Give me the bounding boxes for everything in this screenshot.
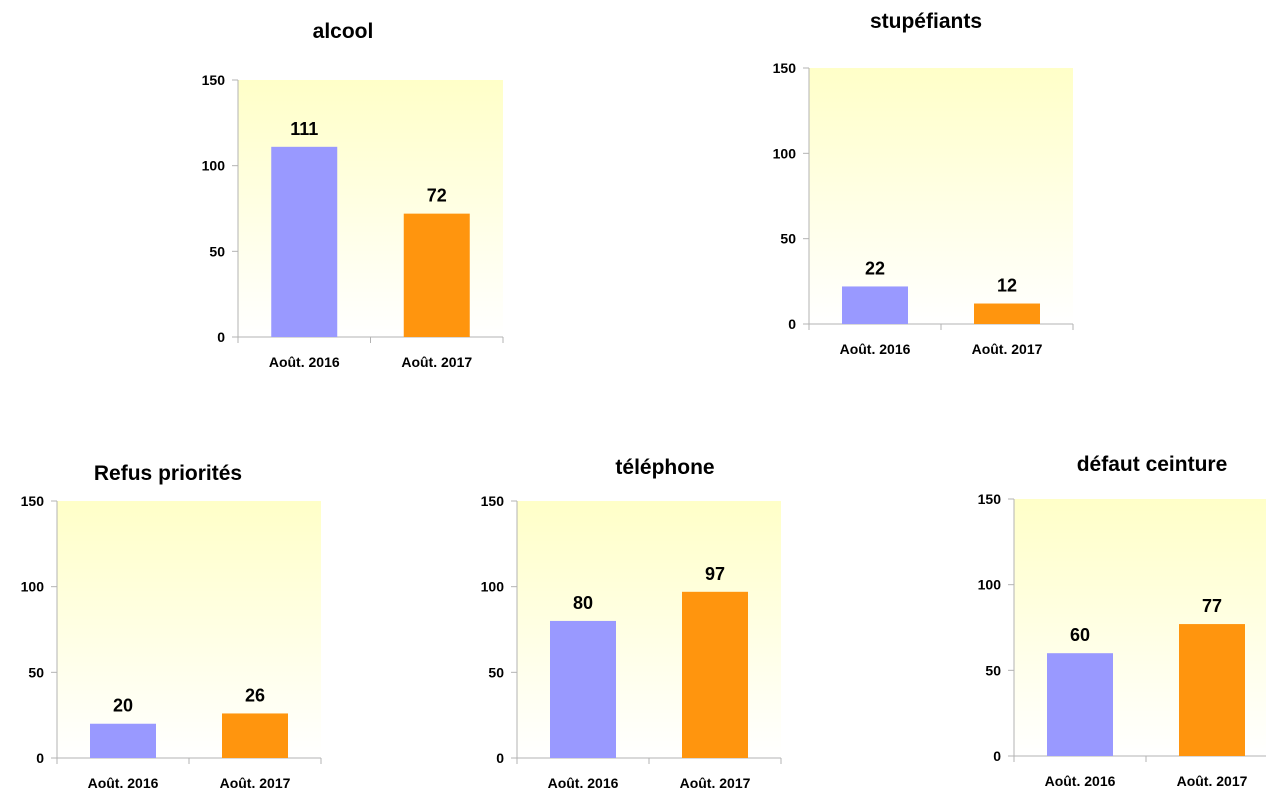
bar (90, 723, 156, 758)
data-label: 60 (1070, 625, 1090, 645)
bar (974, 303, 1040, 324)
x-tick-label: Août. 2016 (269, 354, 340, 370)
bar (550, 620, 616, 758)
plot-background (809, 68, 1073, 324)
y-tick-label: 100 (773, 145, 797, 161)
y-tick-label: 0 (217, 329, 225, 345)
y-tick-label: 100 (202, 158, 226, 174)
data-label: 22 (865, 258, 885, 278)
y-tick-label: 150 (773, 60, 797, 76)
data-label: 26 (245, 685, 265, 705)
y-tick-label: 0 (788, 316, 796, 332)
data-label: 111 (290, 119, 318, 139)
y-tick-label: 50 (985, 662, 1001, 678)
x-tick-label: Août. 2016 (88, 775, 159, 791)
bar (1179, 624, 1245, 756)
y-tick-label: 150 (21, 493, 45, 509)
y-tick-label: 50 (28, 664, 44, 680)
chart-2: Refus priorités 0 50 100 150 20 Août. 2016 26 Ao… (21, 462, 322, 791)
y-tick-label: 150 (481, 493, 505, 509)
x-tick-label: Août. 2016 (1045, 773, 1116, 789)
y-tick-label: 100 (21, 579, 45, 595)
chart-title: Refus priorités (94, 462, 242, 485)
x-tick-label: Août. 2016 (548, 775, 619, 791)
x-tick-label: Août. 2017 (972, 341, 1043, 357)
y-tick-label: 0 (993, 748, 1001, 764)
chart-1: stupéfiants 0 50 100 150 22 Août. 2016 12 Août. … (773, 10, 1074, 357)
chart-0: alcool 0 50 100 150 111 Août. 2016 72 Août. 2017 (202, 20, 504, 370)
data-label: 72 (427, 186, 447, 206)
x-tick-label: Août. 2017 (401, 354, 472, 370)
y-tick-label: 100 (481, 579, 505, 595)
bar (842, 286, 908, 324)
y-tick-label: 0 (36, 750, 44, 766)
data-label: 12 (997, 276, 1017, 296)
chart-3: téléphone 0 50 100 150 80 Août. 2016 97 Août. 20… (481, 456, 782, 791)
chart-title: téléphone (615, 456, 714, 479)
y-tick-label: 50 (780, 231, 796, 247)
bar (682, 591, 748, 758)
x-tick-label: Août. 2017 (220, 775, 291, 791)
bar (271, 146, 338, 337)
bar (403, 213, 470, 337)
bar (222, 713, 288, 758)
data-label: 20 (113, 696, 133, 716)
data-label: 77 (1202, 596, 1222, 616)
x-tick-label: Août. 2017 (680, 775, 751, 791)
y-tick-label: 100 (978, 577, 1002, 593)
y-tick-label: 150 (202, 72, 226, 88)
x-tick-label: Août. 2016 (840, 341, 911, 357)
data-label: 80 (573, 593, 593, 613)
bar (1047, 653, 1113, 756)
chart-title: alcool (313, 20, 374, 43)
y-tick-label: 0 (496, 750, 504, 766)
chart-title: stupéfiants (870, 10, 982, 33)
data-label: 97 (705, 564, 725, 584)
y-tick-label: 150 (978, 491, 1002, 507)
x-tick-label: Août. 2017 (1177, 773, 1248, 789)
y-tick-label: 50 (209, 243, 225, 259)
y-tick-label: 50 (488, 664, 504, 680)
chart-4: défaut ceinture 0 50 100 150 60 Août. 2016 77 Ao… (978, 453, 1266, 789)
chart-title: défaut ceinture (1077, 453, 1228, 476)
